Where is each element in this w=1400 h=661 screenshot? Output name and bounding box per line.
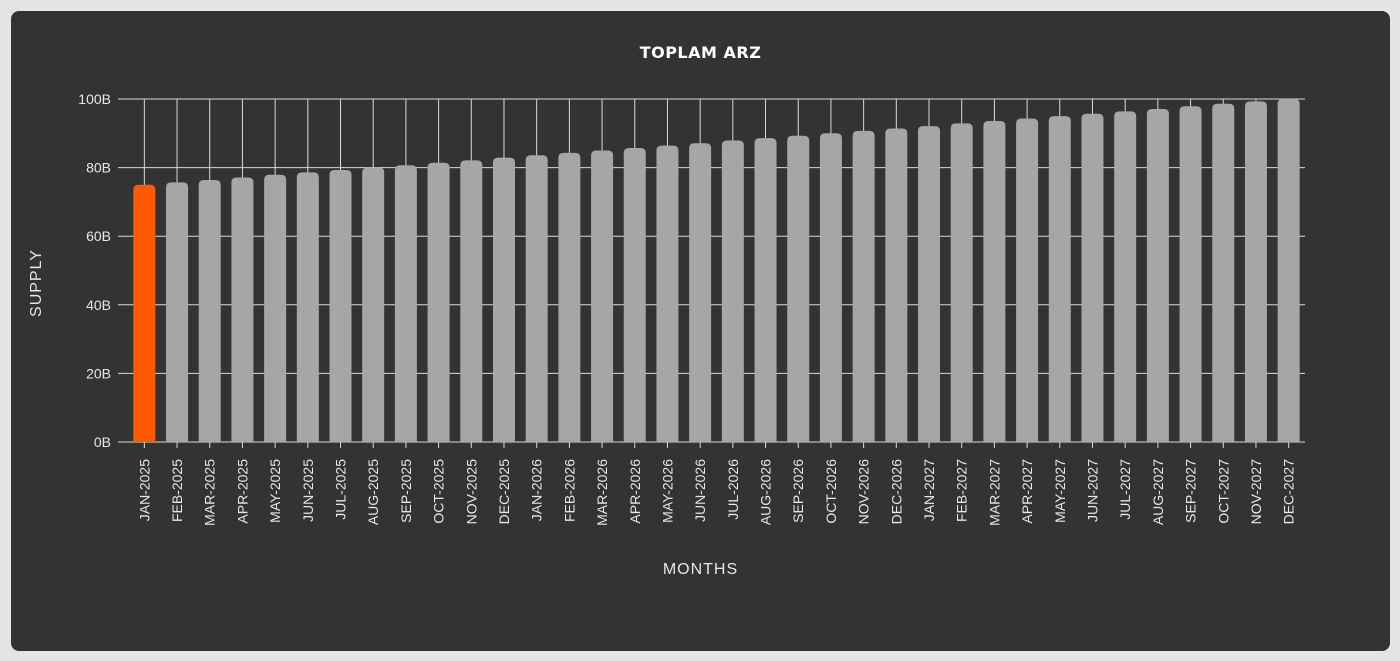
bar-jun-2027[interactable] [1081, 113, 1104, 443]
bar-dec-2026[interactable] [885, 128, 908, 443]
x-tick-label: JUL-2026 [725, 459, 741, 520]
bar-aug-2025[interactable] [362, 167, 385, 442]
bar-sep-2027[interactable] [1179, 106, 1202, 442]
y-tick-label: 80B [86, 160, 111, 176]
x-tick-label: NOV-2027 [1248, 459, 1264, 525]
x-tick-label: AUG-2027 [1150, 459, 1166, 525]
bar-jan-2026[interactable] [525, 155, 548, 442]
x-tick-label: OCT-2025 [431, 459, 447, 524]
x-tick-label: FEB-2026 [561, 459, 577, 522]
x-tick-label: MAY-2025 [267, 459, 283, 523]
x-tick-label: SEP-2027 [1183, 459, 1199, 523]
bar-jul-2026[interactable] [721, 140, 744, 443]
bar-feb-2027[interactable] [950, 123, 973, 442]
x-tick-label: MAR-2027 [986, 459, 1002, 526]
y-tick-label: 0B [94, 434, 111, 450]
bar-sep-2026[interactable] [787, 135, 810, 442]
x-tick-label: JUN-2027 [1084, 459, 1100, 522]
x-tick-label: DEC-2027 [1281, 459, 1297, 525]
bar-jul-2025[interactable] [329, 170, 352, 442]
x-tick-label: JAN-2027 [921, 459, 937, 521]
x-tick-label: SEP-2025 [398, 459, 414, 523]
bar-jan-2025[interactable] [133, 184, 156, 442]
bar-oct-2027[interactable] [1212, 103, 1235, 442]
x-tick-label: SEP-2026 [790, 459, 806, 523]
x-tick-label: MAR-2026 [594, 459, 610, 526]
y-tick-label: 40B [86, 297, 111, 313]
bar-dec-2027[interactable] [1277, 99, 1300, 442]
x-axis-label: MONTHS [662, 561, 739, 578]
x-tick-label: JUL-2027 [1117, 459, 1133, 520]
x-tick-label: DEC-2026 [888, 459, 904, 525]
y-tick-label: 20B [86, 365, 111, 381]
bar-may-2026[interactable] [656, 145, 679, 442]
bar-apr-2026[interactable] [623, 148, 646, 442]
bar-feb-2026[interactable] [558, 152, 581, 442]
x-tick-label: NOV-2026 [856, 459, 872, 525]
bar-oct-2025[interactable] [427, 162, 450, 442]
bar-nov-2027[interactable] [1244, 101, 1267, 442]
bar-nov-2026[interactable] [852, 130, 875, 443]
x-tick-label: JAN-2026 [529, 459, 545, 521]
x-tick-label: NOV-2025 [463, 459, 479, 525]
x-tick-label: AUG-2026 [758, 459, 774, 525]
x-tick-label: FEB-2027 [954, 459, 970, 522]
bar-oct-2026[interactable] [819, 133, 842, 443]
bar-jul-2027[interactable] [1114, 111, 1137, 443]
bar-mar-2027[interactable] [983, 120, 1006, 443]
x-tick-label: MAY-2026 [659, 459, 675, 523]
x-tick-label: OCT-2026 [823, 459, 839, 524]
bar-apr-2025[interactable] [231, 177, 254, 442]
x-tick-label: MAY-2027 [1052, 459, 1068, 523]
bar-sep-2025[interactable] [394, 165, 417, 442]
y-tick-label: 100B [78, 91, 111, 107]
x-tick-label: OCT-2027 [1215, 459, 1231, 524]
chart-card: TOPLAM ARZ SUPPLY MONTHS 0B 20B 40B 60B 80B 1… [11, 11, 1390, 651]
bar-apr-2027[interactable] [1016, 118, 1039, 443]
x-tick-label: APR-2026 [627, 459, 643, 524]
bar-may-2027[interactable] [1048, 116, 1071, 443]
x-tick-label: JUL-2025 [333, 459, 349, 520]
bar-may-2025[interactable] [264, 174, 287, 443]
bar-chart: 0B 20B 40B 60B 80B 100B JAN-2025 FEB-2025 MAR-20… [78, 91, 1305, 526]
x-tick-label: JUN-2025 [300, 459, 316, 522]
bar-dec-2025[interactable] [492, 157, 515, 442]
bar-mar-2026[interactable] [591, 150, 614, 442]
bar-jan-2027[interactable] [918, 126, 941, 443]
x-tick-label: APR-2025 [234, 459, 250, 524]
chart-title: TOPLAM ARZ [639, 43, 762, 62]
bar-jun-2026[interactable] [689, 143, 712, 442]
bar-nov-2025[interactable] [460, 160, 483, 442]
y-tick-label: 60B [86, 228, 111, 244]
x-tick-label: MAR-2025 [202, 459, 218, 526]
x-tick-label: AUG-2025 [365, 459, 381, 525]
x-tick-label: JUN-2026 [692, 459, 708, 522]
x-tick-label: JAN-2025 [136, 459, 152, 521]
x-tick-label: APR-2027 [1019, 459, 1035, 524]
bar-aug-2027[interactable] [1146, 108, 1169, 443]
bar-feb-2025[interactable] [166, 182, 189, 442]
bar-aug-2026[interactable] [754, 138, 777, 442]
x-tick-label: FEB-2025 [169, 459, 185, 522]
bar-mar-2025[interactable] [198, 179, 221, 442]
x-tick-label: DEC-2025 [496, 459, 512, 525]
bar-jun-2025[interactable] [296, 172, 319, 443]
